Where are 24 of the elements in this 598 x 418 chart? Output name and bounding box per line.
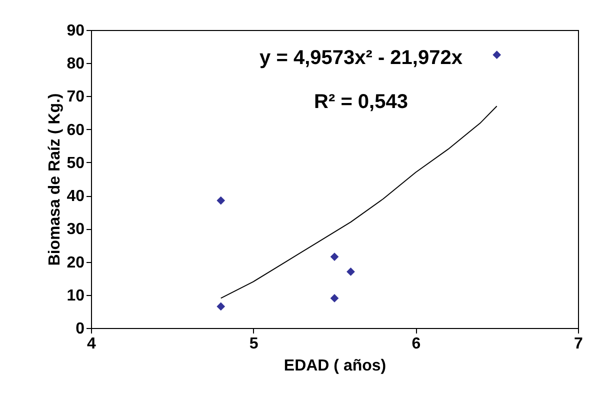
y-tick-label: 80 [66,56,85,73]
point [330,252,339,261]
annotation: y = 4,9573x² - 21,972x [260,47,462,69]
y-tick-label: 20 [66,254,85,272]
y-tick-label: 90 [66,22,85,40]
y-tick-label: 30 [66,221,85,238]
y-tick-label: 70 [66,88,85,106]
annotation: R² = 0,543 [314,91,408,113]
y-tick-label: 10 [66,287,85,304]
y-tick-label: 60 [66,122,85,139]
y-axis-title: Biomasa de Raíz ( Kg.) [46,93,64,266]
x-tick-label: 4 [87,336,96,352]
point [330,294,339,302]
x-tick-label: 6 [412,336,421,352]
x-tick-label: 7 [574,336,584,352]
point [346,268,355,276]
x-tick-label: 5 [249,336,258,352]
point [216,196,226,205]
y-tick-label: 40 [66,188,85,206]
point [492,50,502,60]
x-axis-title: EDAD ( años) [284,358,386,374]
y-tick-label: 50 [66,154,85,172]
y-tick-label: 0 [76,320,85,338]
point [216,302,226,311]
